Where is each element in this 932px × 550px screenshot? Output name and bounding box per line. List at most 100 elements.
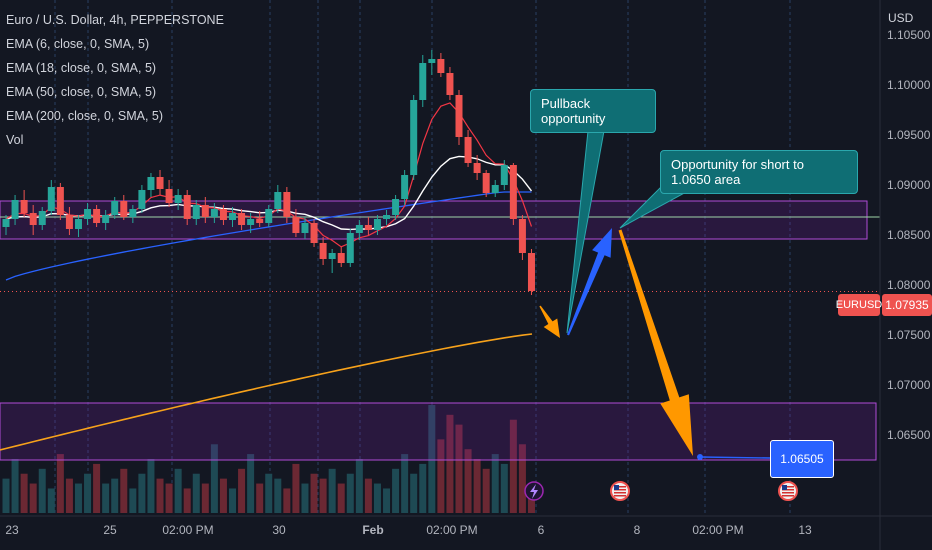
- candle-body: [446, 73, 454, 95]
- volume-bar: [20, 473, 28, 513]
- candle-body: [74, 219, 82, 229]
- volume-bar: [38, 468, 46, 513]
- indicator-ema200[interactable]: EMA (200, close, 0, SMA, 5): [6, 109, 164, 123]
- candle-body: [455, 95, 463, 137]
- candle-body: [256, 219, 264, 223]
- candle-body: [219, 209, 227, 220]
- indicator-volume[interactable]: Vol: [6, 133, 24, 147]
- time-tick-label: 8: [634, 523, 641, 537]
- volume-bar: [256, 483, 264, 513]
- price-tick-label: 1.06500: [887, 428, 931, 442]
- candle-body: [518, 219, 526, 253]
- volume-bar: [383, 488, 391, 513]
- flag-stripe: [614, 495, 626, 497]
- candle-body: [47, 187, 55, 211]
- flag-stripe: [782, 486, 794, 488]
- candle-body: [2, 219, 10, 227]
- candle-body: [383, 215, 391, 219]
- volume-bar: [346, 473, 354, 513]
- volume-bar: [491, 454, 499, 513]
- symbol-title[interactable]: Euro / U.S. Dollar, 4h, PEPPERSTONE: [6, 13, 224, 27]
- candle-body: [174, 195, 182, 203]
- indicator-ema18[interactable]: EMA (18, close, 0, SMA, 5): [6, 61, 157, 75]
- volume-bar: [437, 439, 445, 513]
- candle-body: [38, 211, 46, 225]
- us-flag-event-icon: [610, 481, 630, 501]
- price-tick-label: 1.09500: [887, 128, 931, 142]
- volume-bar: [310, 473, 318, 513]
- candle-body: [147, 177, 155, 190]
- time-tick-label: 23: [5, 523, 19, 537]
- volume-bar: [337, 483, 345, 513]
- volume-bar: [247, 454, 255, 513]
- last-price-label: 1.07935: [882, 294, 932, 316]
- resistance-zone: [0, 200, 868, 240]
- chart-legend: Euro / U.S. Dollar, 4h, PEPPERSTONE EMA …: [6, 8, 224, 152]
- volume-bar: [292, 463, 300, 513]
- candle-body: [201, 205, 209, 217]
- volume-bar: [210, 444, 218, 513]
- price-tick-label: 1.10000: [887, 78, 931, 92]
- price-tick-label: 1.09000: [887, 178, 931, 192]
- volume-bar: [500, 463, 508, 513]
- volume-bar: [183, 488, 191, 513]
- volume-bar: [29, 483, 37, 513]
- time-tick-label: 02:00 PM: [426, 523, 477, 537]
- volume-bar: [265, 473, 273, 513]
- candle-body: [229, 213, 236, 220]
- candle-body: [482, 173, 490, 193]
- candle-body: [419, 63, 427, 100]
- symbol-price-label: EURUSD: [836, 294, 882, 316]
- volume-bar: [229, 488, 236, 513]
- volume-bar: [102, 483, 110, 513]
- pullback-down-arrow: [539, 305, 560, 338]
- volume-bar: [65, 478, 73, 513]
- flag-stripe: [782, 492, 794, 494]
- indicator-ema6[interactable]: EMA (6, close, 0, SMA, 5): [6, 37, 150, 51]
- volume-bar: [111, 478, 119, 513]
- volume-bar: [473, 459, 481, 513]
- candle-body: [500, 165, 508, 185]
- volume-bar: [120, 468, 128, 513]
- candle-body: [491, 185, 499, 193]
- price-tick-label: 1.08000: [887, 278, 931, 292]
- short-opportunity-callout[interactable]: Opportunity for short to 1.0650 area: [660, 150, 858, 194]
- time-tick-label: 25: [103, 523, 117, 537]
- candle-body: [238, 213, 246, 225]
- volume-bar: [84, 473, 92, 513]
- candle-body: [56, 187, 64, 215]
- candle-body: [93, 209, 101, 223]
- volume-bar: [373, 483, 381, 513]
- volume-bar: [192, 473, 200, 513]
- volume-bar: [401, 454, 409, 513]
- volume-bar: [174, 468, 182, 513]
- candle-body: [401, 175, 409, 199]
- volume-bar: [138, 473, 146, 513]
- volume-bar: [355, 459, 363, 513]
- candle-body: [464, 137, 472, 163]
- volume-bar: [527, 488, 535, 513]
- volume-bar: [11, 459, 19, 513]
- lightning-glyph: [530, 484, 538, 499]
- short-target-arrow: [618, 229, 693, 456]
- indicator-ema50[interactable]: EMA (50, close, 0, SMA, 5): [6, 85, 157, 99]
- target-price-label[interactable]: 1.06505: [770, 440, 834, 478]
- volume-bar: [201, 483, 209, 513]
- volume-bar: [156, 478, 164, 513]
- price-tick-label: 1.08500: [887, 228, 931, 242]
- candle-body: [11, 200, 19, 219]
- volume-bar: [2, 478, 10, 513]
- price-tick-label: 1.07500: [887, 328, 931, 342]
- candle-body: [527, 253, 535, 291]
- candle-body: [165, 189, 173, 203]
- flag-stripe: [614, 492, 626, 494]
- volume-bar: [364, 478, 372, 513]
- volume-bar: [93, 463, 101, 513]
- candle-body: [129, 209, 137, 217]
- pullback-callout[interactable]: Pullback opportunity: [530, 89, 656, 133]
- volume-bar: [392, 468, 400, 513]
- candle-body: [337, 253, 345, 263]
- candle-body: [183, 195, 191, 219]
